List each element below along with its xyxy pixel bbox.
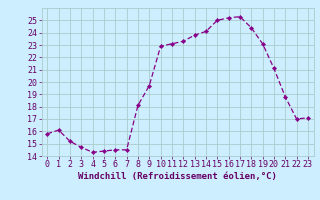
X-axis label: Windchill (Refroidissement éolien,°C): Windchill (Refroidissement éolien,°C) [78, 172, 277, 181]
